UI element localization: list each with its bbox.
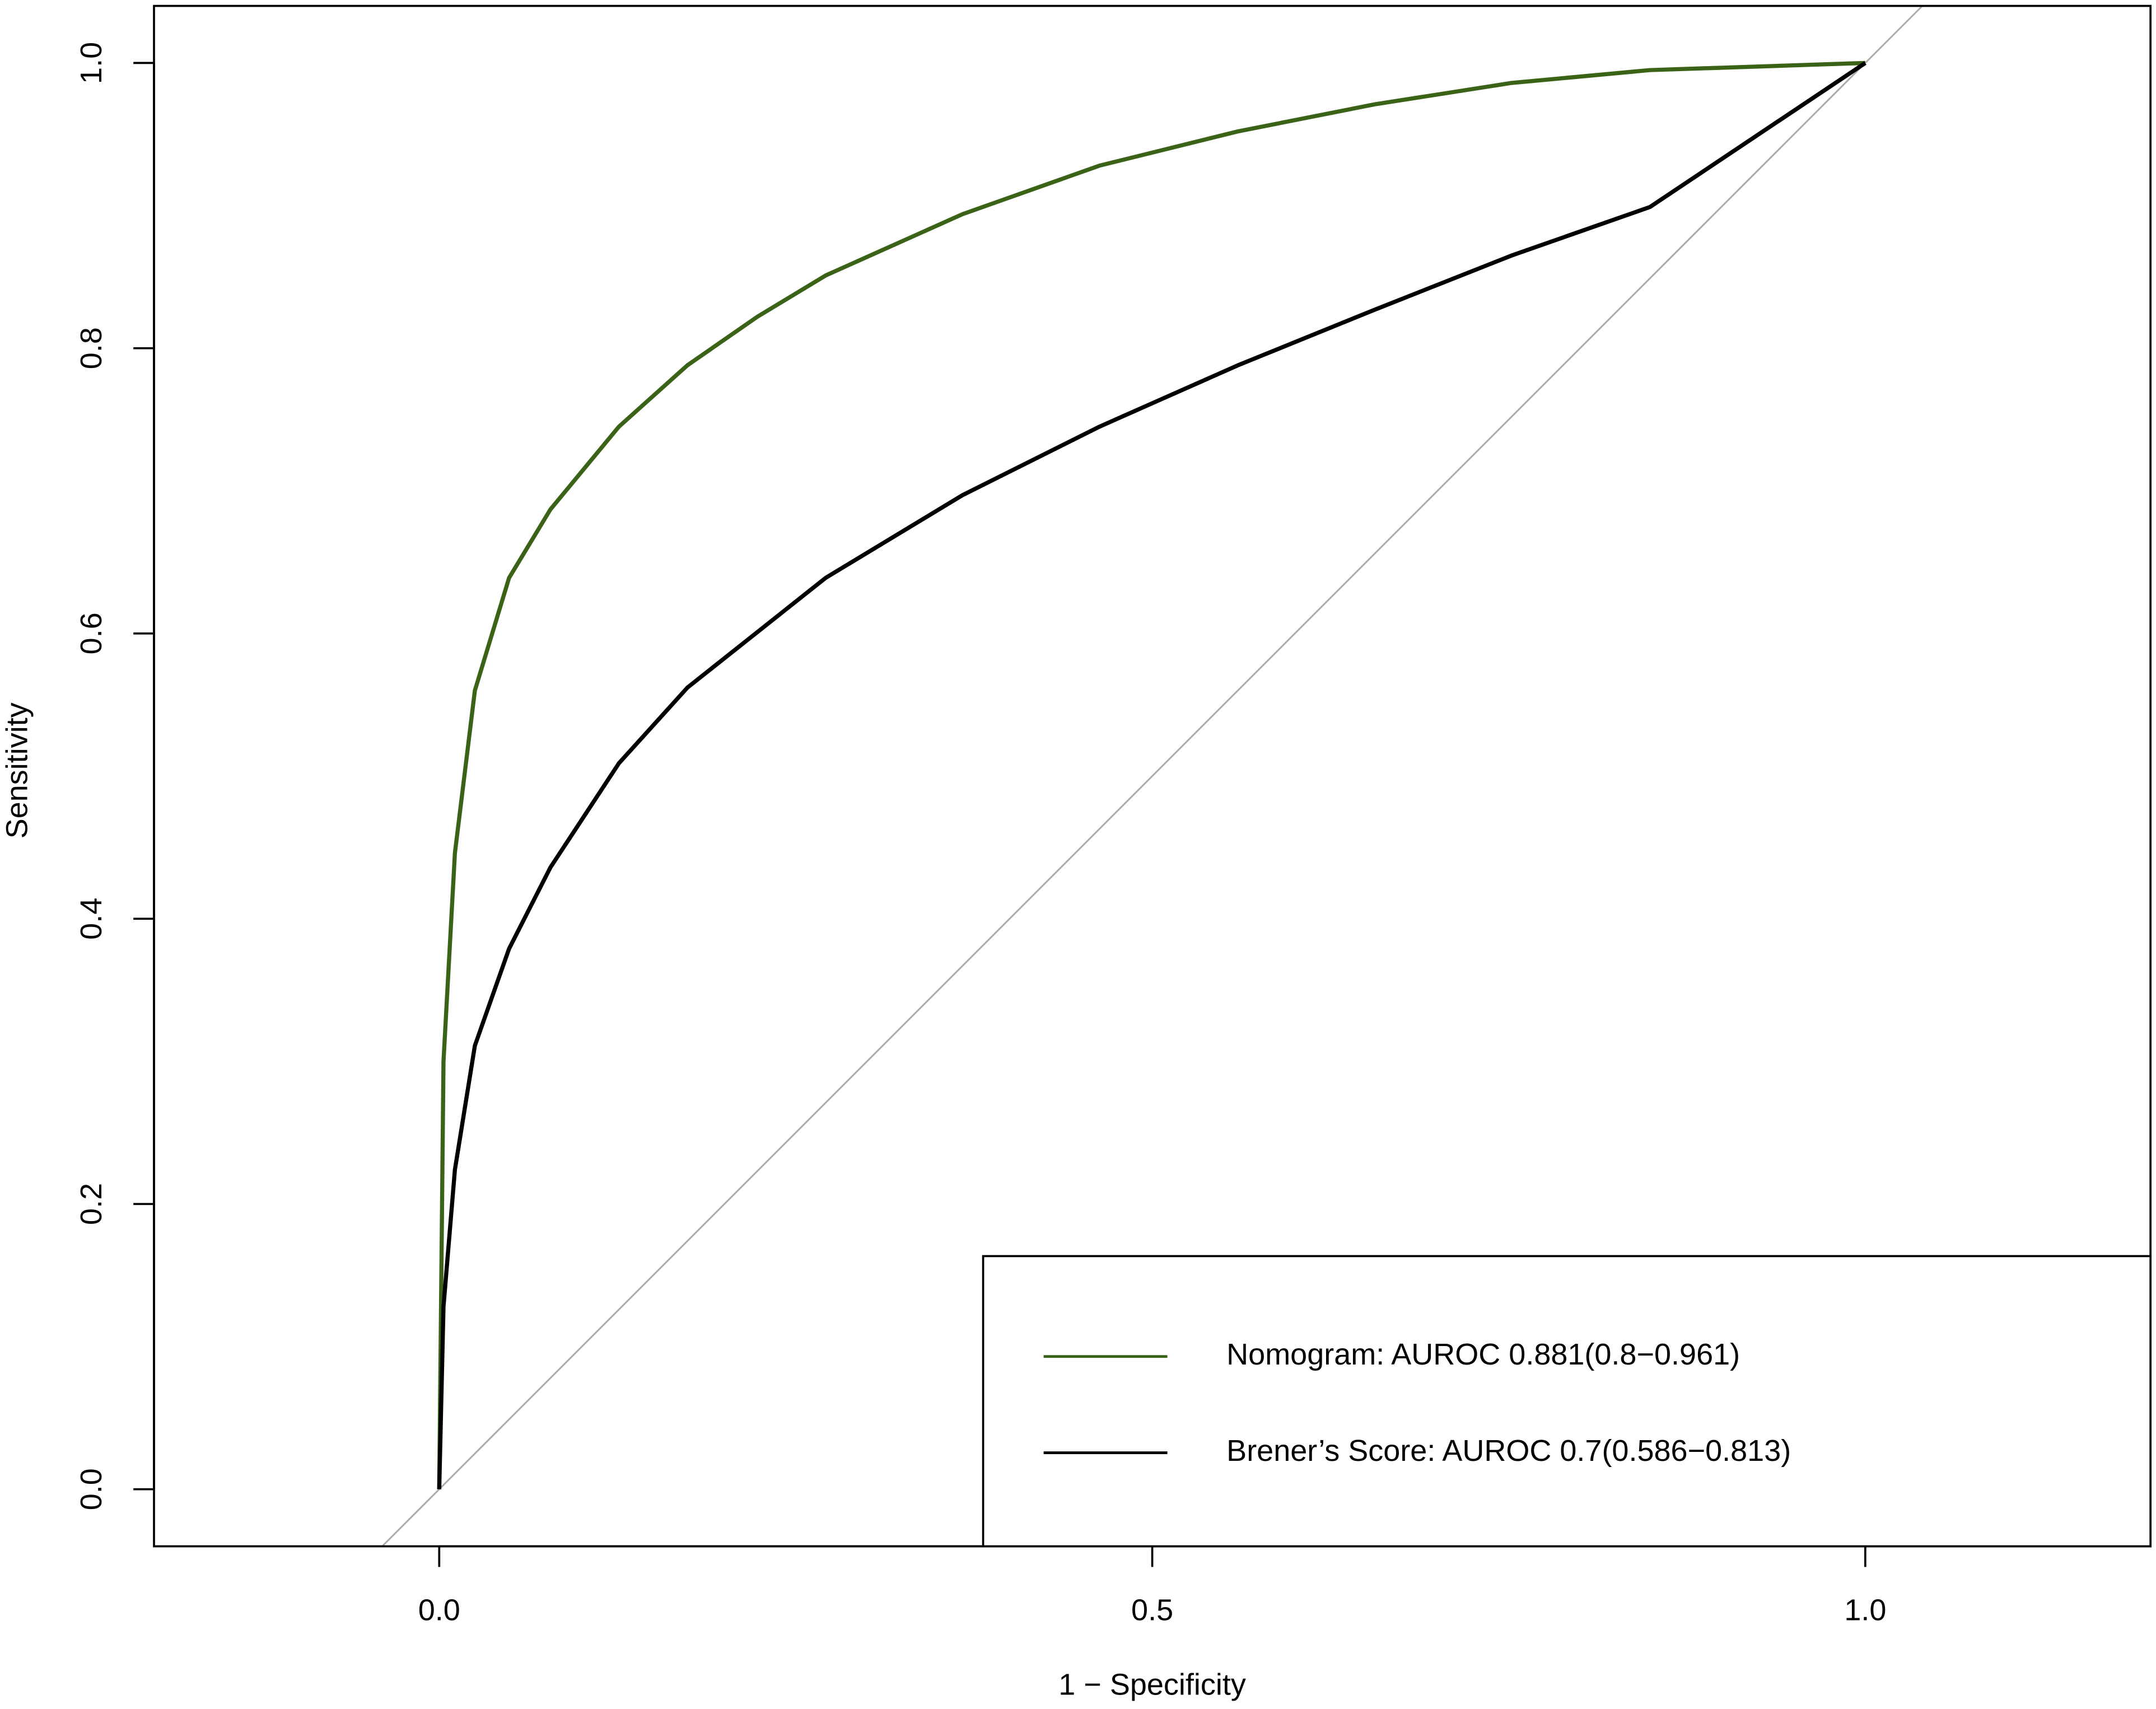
x-axis-label: 1 − Specificity [1058, 1668, 1246, 1701]
y-tick-label: 0.6 [74, 612, 108, 654]
x-tick-label: 0.5 [1131, 1594, 1173, 1627]
y-tick-label: 0.2 [74, 1183, 108, 1225]
y-axis-label: Sensitivity [1, 702, 34, 839]
x-tick-label: 0.0 [418, 1594, 460, 1627]
x-tick-label: 1.0 [1844, 1594, 1886, 1627]
y-tick-label: 1.0 [74, 42, 108, 84]
y-tick-label: 0.8 [74, 327, 108, 369]
roc-curve [437, 60, 1865, 1489]
roc-curve [437, 61, 1866, 1489]
y-tick-label: 0.0 [74, 1468, 108, 1510]
y-tick-label: 0.4 [74, 898, 108, 940]
legend-box [982, 1255, 2152, 1548]
reference-line [381, 6, 1923, 1547]
legend-label: Nomogram: AUROC 0.881(0.8−0.961) [1226, 1338, 1740, 1371]
legend-label: Brener’s Score: AUROC 0.7(0.586−0.813) [1226, 1434, 1791, 1468]
